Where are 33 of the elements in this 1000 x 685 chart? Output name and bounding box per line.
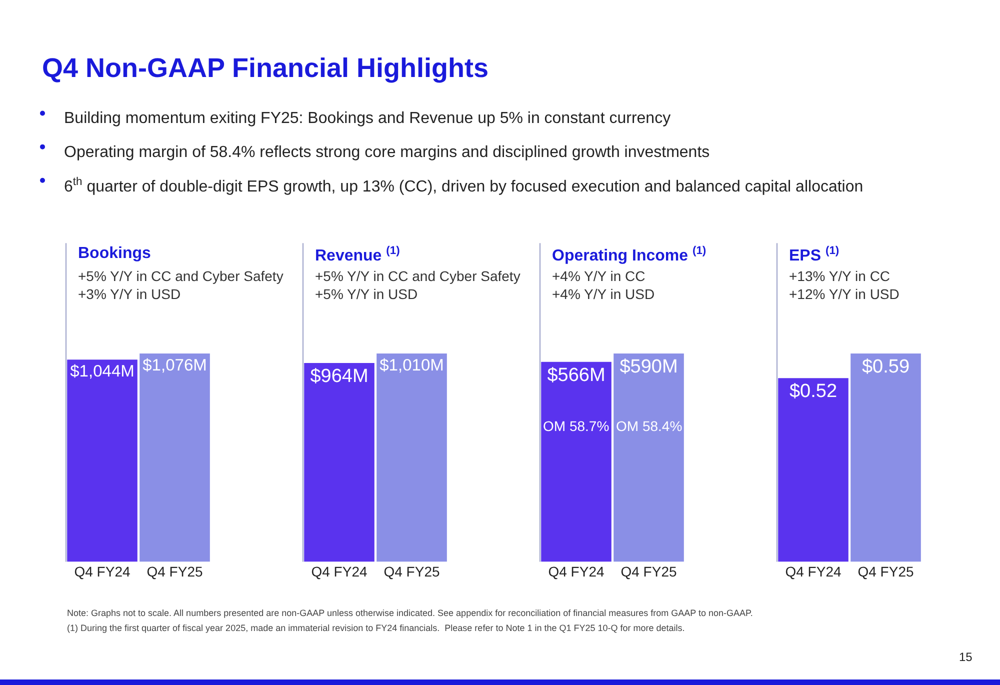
text: Building momentum exiting FY25: Bookings and Revenue up 5% in constant currency xyxy=(64,110,671,127)
x-tick-label: Q4 FY24 xyxy=(548,564,604,580)
data-label: $1,044M xyxy=(70,362,134,381)
chart-subtitle: +5% Y/Y in CC and Cyber Safety +5% Y/Y in USD xyxy=(315,268,520,302)
text: Note: Graphs not to scale. All numbers presented are non-GAAP unless otherwise indicated. See appendix for reconciliation of financial measures from GAAP to non-GAAP. xyxy=(67,608,753,618)
chart-subtitle: +13% Y/Y in CC +12% Y/Y in USD xyxy=(789,268,900,302)
x-tick-label: Q4 FY24 xyxy=(785,564,842,580)
text: 6$^{th}$ quarter of double-digit EPS growth, up 13% (CC), driven by focused execution and balanced capital allocation xyxy=(64,176,864,196)
chart-title: Operating Income $^{(1)}$ xyxy=(552,245,706,265)
chart-subtitle: +5% Y/Y in CC and Cyber Safety +3% Y/Y in USD xyxy=(78,268,284,302)
x-tick-label: Q4 FY24 xyxy=(311,564,368,580)
x-tick-label: Q4 FY25 xyxy=(146,564,203,580)
x-tick-label: Q4 FY25 xyxy=(384,564,440,580)
text: Q4 Non-GAAP Financial Highlights xyxy=(42,53,489,83)
data-label: $590M xyxy=(620,356,678,378)
data-label: $0.52 xyxy=(789,381,838,402)
chart-subtitle: +4% Y/Y in CC +4% Y/Y in USD xyxy=(552,268,655,302)
x-tick-label: Q4 FY25 xyxy=(858,564,914,580)
x-tick-label: Q4 FY25 xyxy=(620,564,677,580)
data-label: $964M xyxy=(310,366,368,387)
x-tick-label: Q4 FY24 xyxy=(74,564,130,580)
text: Operating margin of 58.4% reflects strong core margins and disciplined growth investments xyxy=(64,144,710,161)
data-label: $1,076M xyxy=(142,355,207,374)
annotation: OM 58.4% xyxy=(616,418,682,434)
chart-title: Revenue $^{(1)}$ xyxy=(315,245,400,265)
chart-title: Bookings xyxy=(78,245,151,262)
chart-title: EPS $^{(1)}$ xyxy=(789,245,840,265)
text: (1) During the first quarter of fiscal year 2025, made an immaterial revision to FY24 financials. Please refer to Note 1 in the Q1 FY25 10-Q for more details. xyxy=(67,623,685,633)
data-label: $0.59 xyxy=(862,356,910,378)
annotation: OM 58.7% xyxy=(543,418,610,434)
data-label: $1,010M xyxy=(380,355,444,374)
text: 15 xyxy=(959,650,973,664)
data-label: $566M xyxy=(547,364,606,386)
